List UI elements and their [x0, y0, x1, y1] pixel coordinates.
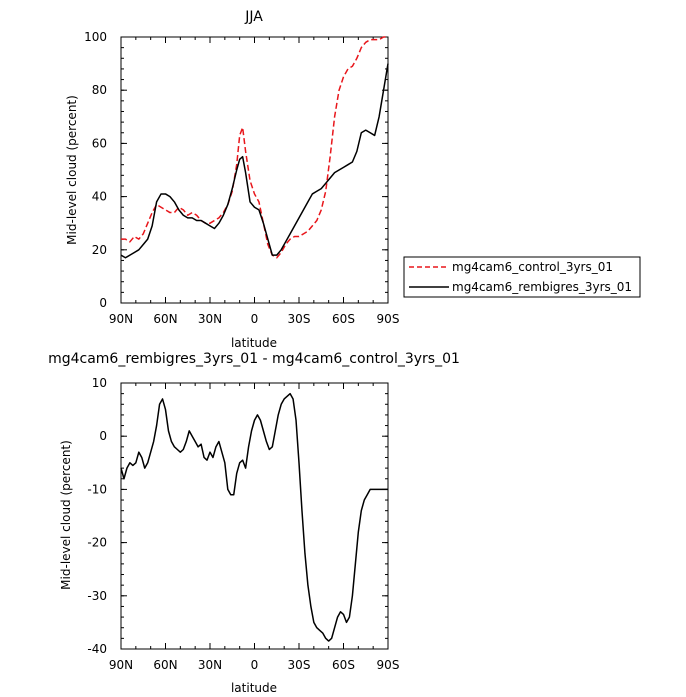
- top-y-tick-label: 80: [92, 83, 107, 97]
- top-y-tick-label: 100: [84, 30, 107, 44]
- top-x-tick-label: 60S: [332, 312, 355, 326]
- bottom-x-tick-label: 30N: [198, 658, 222, 672]
- top-y-tick-label: 0: [99, 296, 107, 310]
- top-panel: JJA 90N 60N 30N 0 30S 60S 90S 0 20 40 60 80 100 lati…: [65, 9, 399, 350]
- bottom-series-line-difference: [120, 392, 388, 642]
- top-series-line-control: [121, 36, 388, 259]
- bottom-series-group: [120, 392, 388, 642]
- top-x-tick-label: 30S: [288, 312, 311, 326]
- bottom-axis-ticks: 90N 60N 30N 0 30S 60S 90S -40 -30 -20 -10 0 10: [87, 376, 399, 672]
- legend-label-rembigres: mg4cam6_rembigres_3yrs_01: [452, 280, 632, 294]
- bottom-x-tick-label: 0: [251, 658, 259, 672]
- bottom-y-tick-label: -10: [87, 482, 107, 496]
- top-plot-frame: [120, 36, 389, 304]
- bottom-y-tick-label: -30: [87, 589, 107, 603]
- bottom-y-axis-label: Mid-level cloud (percent): [59, 440, 73, 590]
- legend-box: [403, 256, 641, 298]
- top-x-tick-label: 90S: [377, 312, 400, 326]
- bottom-x-tick-label: 90N: [109, 658, 133, 672]
- bottom-x-tick-label: 90S: [377, 658, 400, 672]
- legend-label-control: mg4cam6_control_3yrs_01: [452, 260, 613, 274]
- top-x-axis-label: latitude: [231, 336, 277, 350]
- bottom-y-tick-label: 10: [92, 376, 107, 390]
- top-x-tick-label: 0: [251, 312, 259, 326]
- top-panel-title: JJA: [244, 9, 263, 25]
- bottom-x-tick-label: 30S: [288, 658, 311, 672]
- top-series-line-rembigres: [120, 63, 389, 259]
- top-x-tick-label: 60N: [153, 312, 177, 326]
- top-axis-ticks: 90N 60N 30N 0 30S 60S 90S 0 20 40 60 80 100: [84, 30, 399, 326]
- legend: mg4cam6_control_3yrs_01 mg4cam6_rembigre…: [403, 256, 641, 298]
- bottom-panel-title: mg4cam6_rembigres_3yrs_01 - mg4cam6_cont…: [48, 351, 460, 367]
- top-x-tick-label: 30N: [198, 312, 222, 326]
- bottom-x-tick-label: 60N: [153, 658, 177, 672]
- bottom-x-axis-label: latitude: [231, 681, 277, 695]
- top-series-group: [120, 36, 389, 259]
- bottom-x-tick-label: 60S: [332, 658, 355, 672]
- bottom-panel: mg4cam6_rembigres_3yrs_01 - mg4cam6_cont…: [48, 351, 460, 695]
- bottom-y-tick-label: 0: [99, 429, 107, 443]
- top-y-tick-label: 20: [92, 243, 107, 257]
- top-y-axis-label: Mid-level cloud (percent): [65, 95, 79, 245]
- top-x-tick-label: 90N: [109, 312, 133, 326]
- bottom-y-tick-label: -40: [87, 642, 107, 656]
- bottom-y-tick-label: -20: [87, 536, 107, 550]
- top-y-tick-label: 60: [92, 136, 107, 150]
- top-y-tick-label: 40: [92, 190, 107, 204]
